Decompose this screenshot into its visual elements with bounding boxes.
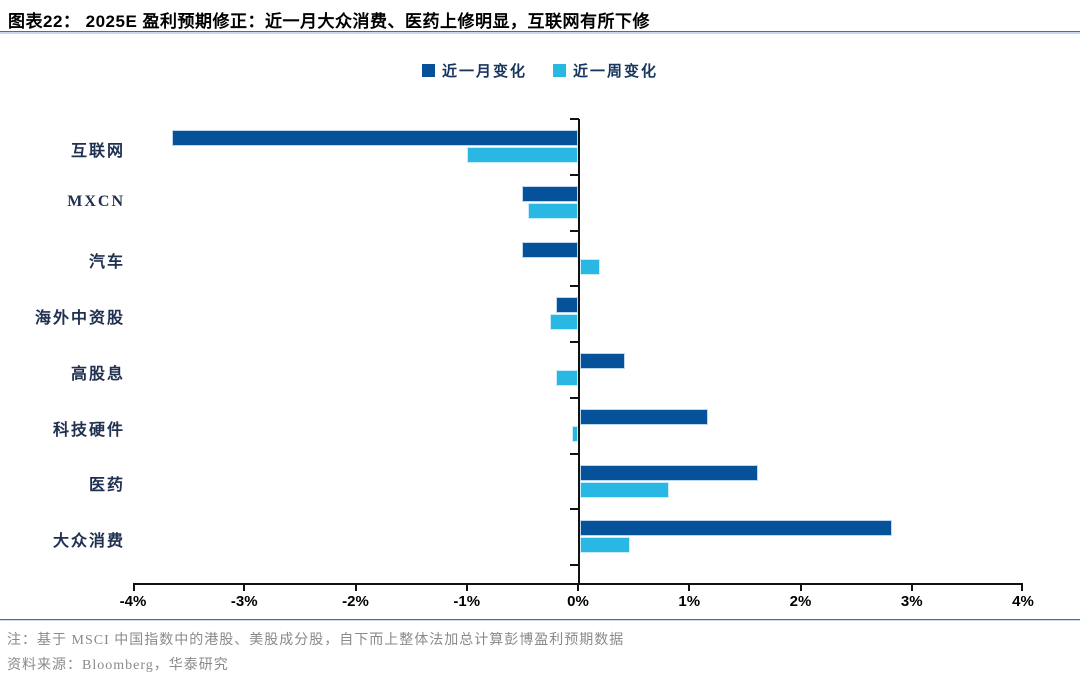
- category-tick: [570, 118, 579, 120]
- bar-week: [555, 370, 578, 386]
- bar-month: [580, 408, 708, 425]
- x-axis-tick-label: 0%: [567, 593, 589, 610]
- plot-area: -4% -3% -2% -1% 0% 1% 2% 3% 4%: [120, 118, 1034, 610]
- category-tick: [570, 452, 579, 455]
- category-label: 海外中资股: [34, 310, 125, 328]
- bar-month: [171, 130, 578, 146]
- legend-label-week: 近一周变化: [573, 64, 659, 80]
- category-label: 医药: [88, 477, 125, 495]
- category-tick: [570, 285, 579, 288]
- title-divider: [0, 31, 1080, 34]
- bar-month: [555, 297, 578, 314]
- category-tick: [570, 396, 579, 399]
- x-axis-tick: [465, 585, 468, 591]
- x-axis-tick: [243, 585, 246, 591]
- category-label: 科技硬件: [52, 421, 125, 439]
- bar-week: [580, 537, 631, 554]
- bar-week: [466, 147, 578, 163]
- x-axis-tick-label: -1%: [453, 593, 481, 610]
- notes-divider: [0, 619, 1080, 621]
- bar-month: [580, 464, 758, 481]
- x-axis-tick: [577, 585, 579, 591]
- category-tick: [570, 173, 579, 176]
- legend-swatch-week-icon: [553, 64, 566, 77]
- x-axis-tick: [910, 585, 913, 591]
- category-label: 汽车: [88, 254, 125, 272]
- bar-month: [522, 241, 578, 258]
- category-label: 大众消费: [52, 533, 125, 551]
- legend-swatch-month-icon: [421, 64, 435, 77]
- category-tick: [570, 229, 579, 232]
- bar-week: [572, 425, 578, 442]
- x-axis-tick: [688, 585, 691, 591]
- x-axis-tick-label: -3%: [230, 593, 258, 610]
- bar-month: [580, 353, 625, 369]
- x-axis-tick-label: 2%: [789, 593, 812, 610]
- x-axis-tick-label: 4%: [1012, 593, 1034, 610]
- category-tick: [570, 508, 579, 511]
- x-axis-tick-label: -2%: [342, 593, 369, 610]
- source-text: 资料来源：Bloomberg，华泰研究: [7, 658, 229, 673]
- category-tick: [570, 341, 579, 343]
- category-label: 高股息: [70, 365, 125, 383]
- x-axis-tick-label: 1%: [678, 593, 701, 610]
- note-text: 注：基于 MSCI 中国指数中的港股、美股成分股，自下而上整体法加总计算彭博盈利…: [7, 633, 625, 648]
- bar-week: [580, 481, 669, 498]
- zero-axis-line: [578, 119, 580, 585]
- bar-month: [580, 520, 892, 537]
- category-tick: [570, 564, 579, 566]
- chart-legend: 近一月变化 近一周变化: [0, 60, 1080, 81]
- x-axis-tick: [133, 585, 135, 591]
- bar-week: [527, 202, 578, 219]
- x-axis-tick: [799, 585, 802, 591]
- x-axis-tick-label: 3%: [900, 593, 923, 610]
- legend-label-month: 近一月变化: [441, 64, 527, 80]
- x-axis-tick: [354, 585, 357, 591]
- x-axis-tick-label: -4%: [119, 593, 147, 610]
- legend-item-week: 近一周变化: [553, 60, 658, 81]
- category-label: 互联网: [70, 142, 125, 160]
- legend-item-month: 近一月变化: [421, 60, 527, 81]
- category-label: MXCN: [67, 192, 125, 210]
- category-axis: 互联网 MXCN 汽车海外中资股高股息科技硬件医药大众消费: [0, 119, 125, 585]
- bar-week: [550, 314, 578, 331]
- x-axis-tick: [1021, 585, 1023, 591]
- bar-week: [580, 258, 601, 275]
- x-axis-line: [133, 583, 1023, 585]
- chart-title: 图表22： 2025E 盈利预期修正：近一月大众消费、医药上修明显，互联网有所下…: [8, 12, 651, 31]
- bar-month: [522, 185, 578, 202]
